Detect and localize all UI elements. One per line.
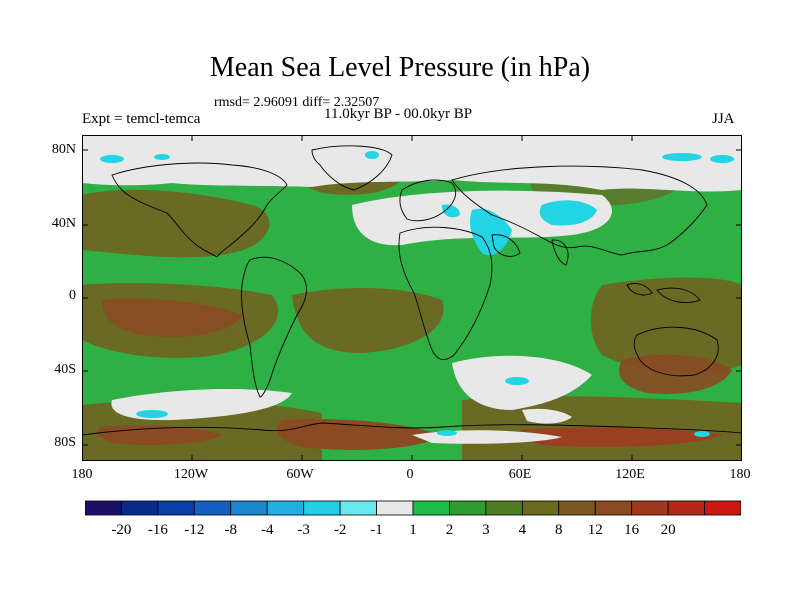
colorbar-box <box>704 500 741 516</box>
colorbar-box <box>303 500 341 516</box>
colorbar-box <box>85 500 122 516</box>
lat-label-80s: 80S <box>54 435 76 450</box>
lon-label-180e: 180 <box>729 467 751 482</box>
arabia-coast <box>491 234 521 257</box>
colorbar-tick-label: 4 <box>518 522 527 538</box>
colorbar-tick-label: 8 <box>555 522 563 538</box>
lon-label-60w: 60W <box>286 467 314 482</box>
colorbar <box>85 500 741 516</box>
asia-coast <box>451 165 708 256</box>
greenland-coast <box>311 145 393 191</box>
colorbar-box <box>157 500 195 516</box>
negative-anomaly-regions <box>100 151 734 437</box>
colorbar-tick-label: -12 <box>184 522 205 538</box>
lon-label-120e: 120E <box>615 467 645 482</box>
longitude-ticks <box>191 135 633 461</box>
colorbar-box <box>412 500 450 516</box>
latitude-ticks <box>82 149 742 446</box>
colorbar-tick-label: 12 <box>587 522 603 538</box>
colorbar-tick-label: -2 <box>333 522 347 538</box>
colorbar-tick-label: -4 <box>260 522 274 538</box>
borneo-coast <box>626 282 653 296</box>
lon-label-60e: 60E <box>508 467 532 482</box>
colorbar-tick-label: 16 <box>624 522 640 538</box>
colorbar-tick-label: 2 <box>445 522 454 538</box>
chart-title: Mean Sea Level Pressure (in hPa) <box>209 52 591 83</box>
colorbar-box <box>558 500 596 516</box>
lon-label-120w: 120W <box>173 467 209 482</box>
colorbar-box <box>121 500 159 516</box>
colorbar-tick-label: -16 <box>147 522 168 538</box>
colorbar-box <box>193 500 232 516</box>
coastlines <box>82 145 742 436</box>
pressure-anomaly-map <box>82 135 742 461</box>
season-label: JJA <box>712 111 735 127</box>
colorbar-tick-label: 1 <box>409 522 417 538</box>
colorbar-box <box>485 500 523 516</box>
lat-label-40n: 40N <box>51 216 76 231</box>
new-guinea-coast <box>656 287 701 303</box>
lat-label-80n: 80N <box>51 142 76 157</box>
stats-text: rmsd= 2.96091 diff= 2.32507 <box>214 95 380 110</box>
lon-label-0: 0 <box>406 467 414 482</box>
colorbar-box <box>266 500 305 516</box>
colorbar-tick-label: -8 <box>224 522 238 538</box>
colorbar-box <box>631 500 669 516</box>
africa-coast <box>398 226 493 361</box>
experiment-label: Expt = temcl-temca <box>82 111 201 127</box>
colorbar-tick-label: 20 <box>660 522 676 538</box>
colorbar-box <box>521 500 560 516</box>
lon-label-180w: 180 <box>71 467 93 482</box>
colorbar-box <box>449 500 487 516</box>
colorbar-box <box>667 500 705 516</box>
australia-coast <box>633 326 719 377</box>
colorbar-box <box>376 500 414 516</box>
positive-anomaly-regions <box>82 170 742 461</box>
south-america-coast <box>241 256 308 398</box>
colorbar-tick-label: -20 <box>111 522 132 538</box>
colorbar-box <box>594 500 633 516</box>
colorbar-tick-label: 3 <box>482 522 490 538</box>
colorbar-box <box>339 500 377 516</box>
north-america-coast <box>111 162 288 258</box>
colorbar-box <box>230 500 268 516</box>
period-label: 11.0kyr BP - 00.0kyr BP <box>324 106 473 122</box>
colorbar-tick-label: -1 <box>370 522 383 538</box>
india-coast <box>551 239 569 266</box>
lat-label-0: 0 <box>69 288 76 303</box>
antarctica-coast <box>82 422 742 436</box>
lat-label-40s: 40S <box>54 362 76 377</box>
europe-coast <box>399 179 456 222</box>
colorbar-tick-label: -3 <box>297 522 310 538</box>
